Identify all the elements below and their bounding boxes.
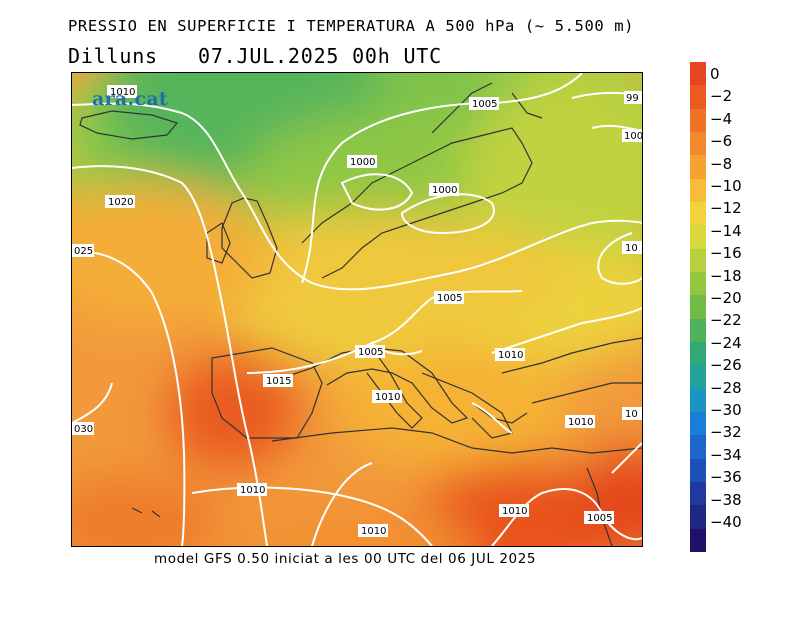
map-canvas: 1010 1005 1000 1000 1020 025 1005 1005 1… [72,73,642,546]
model-info: model GFS 0.50 iniciat a les 00 UTC del … [154,551,537,567]
isobar-label: 1005 [472,99,497,110]
colorbar-label: −40 [710,513,742,531]
colorbar-label: −26 [710,356,742,375]
colorbar-segment [690,412,706,436]
isobar-label: 025 [74,246,93,257]
colorbar-label: −12 [710,199,742,218]
colorbar-label: −32 [710,423,742,442]
forecast-datetime: 07.JUL.2025 00h UTC [198,44,442,68]
colorbar-label: −34 [710,445,742,464]
colorbar-label: −14 [710,221,742,240]
colorbar-segment [690,155,706,180]
colorbar-segment [690,505,706,530]
colorbar-segment [690,178,706,203]
weather-map: 1010 1005 1000 1000 1020 025 1005 1005 1… [71,72,643,547]
colorbar-segment [690,528,706,553]
colorbar-segment [690,342,706,366]
isobar-label: 1000 [432,185,457,196]
isobar-label: 1010 [361,526,386,537]
colorbar-label: −8 [710,154,733,173]
isobar-label: 10 [625,409,638,420]
colorbar-label: −4 [710,109,733,128]
isobar-label: 030 [74,424,93,435]
temperature-colorbar [690,62,706,553]
colorbar-segment [690,62,706,86]
colorbar-segment [690,132,706,156]
colorbar-segment [690,272,706,296]
colorbar-label: 0 [710,65,720,83]
isobar-label: 1020 [108,197,133,208]
colorbar-label: −20 [710,289,742,307]
colorbar-label: −28 [710,378,742,397]
colorbar-segment [690,435,706,460]
colorbar-segment [690,85,706,110]
isobar-label: 1010 [502,506,527,517]
colorbar-segment [690,225,706,250]
chart-subtitle: Dilluns 07.JUL.2025 00h UTC [68,44,441,68]
colorbar-label: −6 [710,132,733,151]
colorbar-label: −18 [710,266,742,285]
colorbar-segment [690,248,706,273]
colorbar-label: −24 [710,333,742,352]
colorbar-label: −10 [710,177,742,195]
isobar-label: 10 [625,243,638,254]
colorbar-segment [690,458,706,483]
isobar-label: 1005 [587,513,612,524]
temperature-field [72,73,642,546]
chart-title: PRESSIO EN SUPERFICIE I TEMPERATURA A 50… [68,17,635,35]
isobar-label: 1010 [375,392,400,403]
isobar-label: 1005 [437,293,462,304]
colorbar-label: −30 [710,401,742,419]
colorbar-segment [690,202,706,226]
colorbar-segment [690,295,706,320]
colorbar-label: −22 [710,311,742,330]
colorbar-segment [690,365,706,390]
colorbar-label: −38 [710,490,742,509]
isobar-label: 1010 [498,350,523,361]
forecast-day: Dilluns [68,44,158,68]
colorbar-segment [690,318,706,343]
colorbar-segment [690,108,706,133]
isobar-label: 1005 [358,347,383,358]
isobar-label: 1015 [266,376,291,387]
ara-cat-logo: ara.cat [92,88,169,110]
isobar-label: 99 [626,93,639,104]
isobar-labels: 1010 1005 1000 1000 1020 025 1005 1005 1… [72,85,642,537]
isobar-label: 1010 [240,485,265,496]
isobar-label: 1000 [350,157,375,168]
isobar-label: 100 [624,131,642,142]
isobar-label: 1010 [568,417,593,428]
colorbar-label: −2 [710,87,733,106]
colorbar-label: −16 [710,244,742,263]
colorbar-segment [690,482,706,506]
colorbar-label: −36 [710,468,742,487]
isobar-label: 1010 [110,87,135,98]
colorbar-segment [690,388,706,413]
